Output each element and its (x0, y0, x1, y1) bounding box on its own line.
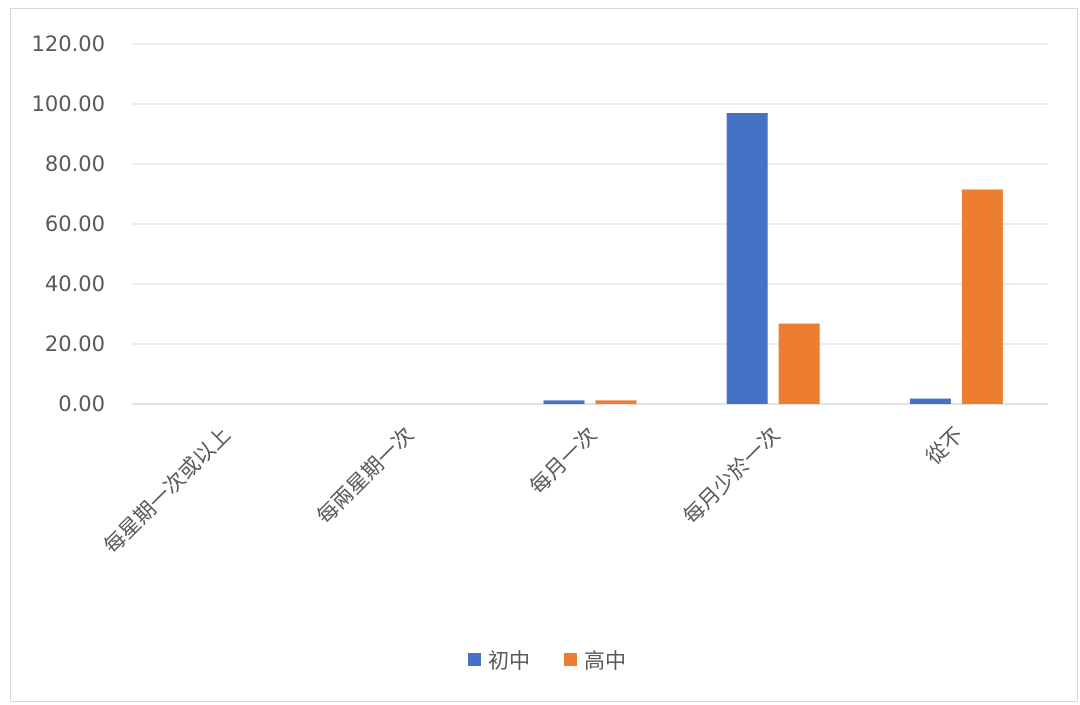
x-category-label: 每星期一次或以上 (99, 423, 235, 559)
y-tick-label: 100.00 (32, 92, 105, 116)
legend-swatch (564, 653, 577, 666)
legend-swatch (468, 653, 481, 666)
bar-junior (726, 113, 768, 404)
gridlines (132, 43, 1048, 405)
x-category-label: 每月少於一次 (679, 423, 785, 529)
x-category-label: 每兩星期一次 (312, 423, 418, 529)
legend-label: 高中 (584, 649, 626, 673)
x-category-label: 每月一次 (525, 423, 601, 499)
x-axis-labels: 每星期一次或以上 每兩星期一次 每月一次 每月少於一次 從不 (99, 423, 968, 559)
chart-frame (10, 8, 1078, 702)
y-axis-ticks: 0.00 20.00 40.00 60.00 80.00 100.00 120.00 (32, 32, 105, 416)
legend: 初中 高中 (468, 649, 626, 673)
bars (543, 113, 1003, 404)
y-tick-label: 40.00 (45, 272, 105, 296)
y-tick-label: 60.00 (45, 212, 105, 236)
bar-senior (961, 189, 1003, 404)
bar-junior (543, 400, 585, 404)
bar-senior (778, 323, 820, 404)
y-tick-label: 120.00 (32, 32, 105, 56)
bar-senior (595, 400, 637, 404)
bar-junior (909, 398, 951, 404)
x-category-label: 從不 (921, 423, 968, 470)
y-tick-label: 20.00 (45, 332, 105, 356)
legend-label: 初中 (488, 649, 530, 673)
y-tick-label: 0.00 (58, 392, 105, 416)
y-tick-label: 80.00 (45, 152, 105, 176)
